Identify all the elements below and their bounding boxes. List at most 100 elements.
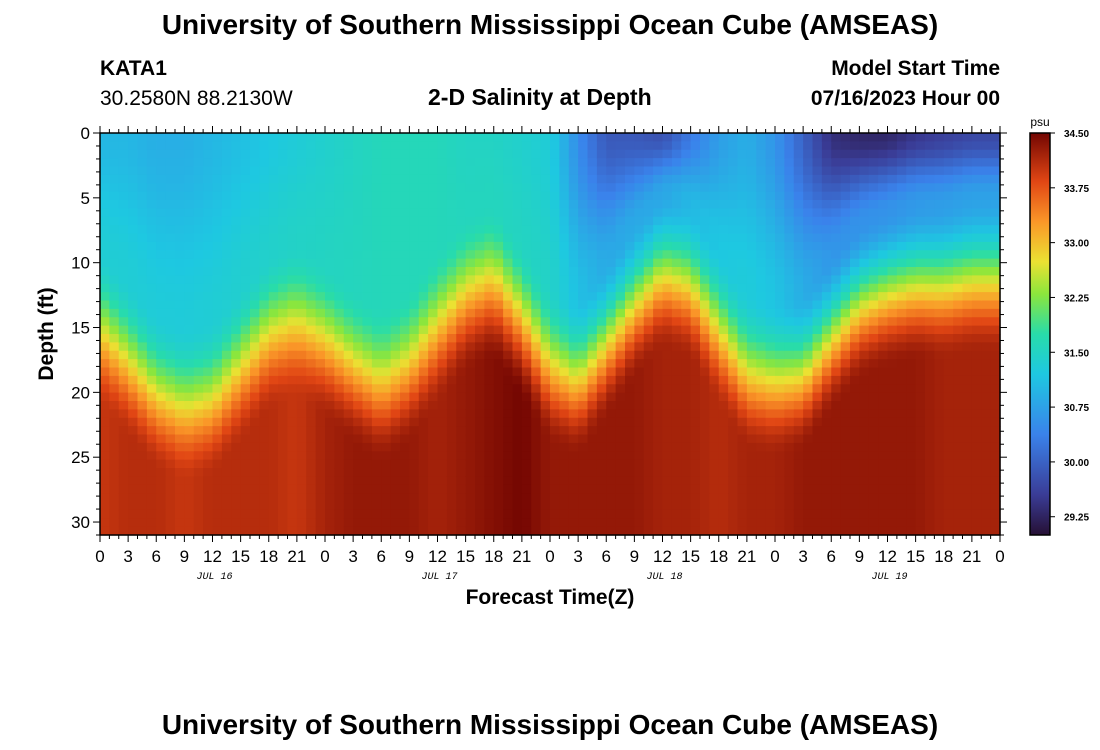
heatmap-cell: [381, 191, 392, 201]
heatmap-cell: [334, 451, 345, 461]
heatmap-cell: [371, 493, 382, 503]
heatmap-cell: [662, 434, 673, 444]
heatmap-cell: [821, 367, 832, 377]
heatmap-cell: [596, 442, 607, 452]
heatmap-cell: [128, 191, 139, 201]
heatmap-cell: [831, 308, 842, 318]
heatmap-cell: [503, 426, 514, 436]
heatmap-cell: [296, 308, 307, 318]
heatmap-cell: [934, 174, 945, 184]
heatmap-cell: [456, 191, 467, 201]
heatmap-cell: [493, 350, 504, 360]
heatmap-cell: [437, 200, 448, 209]
heatmap-cell: [371, 225, 382, 235]
heatmap-cell: [521, 166, 532, 176]
heatmap-cell: [278, 275, 289, 285]
heatmap-cell: [840, 233, 851, 243]
heatmap-cell: [690, 384, 701, 394]
heatmap-cell: [653, 468, 664, 477]
heatmap-cell: [878, 183, 889, 193]
heatmap-cell: [400, 451, 410, 461]
heatmap-cell: [746, 384, 757, 394]
heatmap-cell: [578, 451, 589, 461]
heatmap-cell: [165, 225, 176, 235]
heatmap-cell: [156, 183, 167, 193]
heatmap-cell: [221, 149, 232, 159]
heatmap-cell: [896, 518, 907, 528]
heatmap-cell: [362, 191, 373, 201]
heatmap-cell: [775, 174, 785, 184]
heatmap-cell: [831, 359, 842, 369]
heatmap-cell: [409, 526, 420, 536]
heatmap-cell: [868, 375, 879, 385]
heatmap-cell: [268, 350, 279, 360]
heatmap-cell: [118, 459, 129, 469]
heatmap-cell: [221, 141, 232, 151]
heatmap-cell: [512, 468, 523, 477]
heatmap-cell: [353, 258, 364, 268]
heatmap-cell: [418, 367, 429, 377]
heatmap-cell: [840, 426, 851, 436]
heatmap-cell: [259, 509, 270, 519]
heatmap-cell: [896, 317, 907, 327]
heatmap-cell: [306, 526, 317, 536]
heatmap-cell: [306, 208, 317, 218]
heatmap-cell: [325, 158, 335, 168]
heatmap-cell: [428, 359, 439, 369]
heatmap-cell: [306, 141, 317, 151]
heatmap-cell: [306, 233, 317, 243]
heatmap-cell: [203, 484, 214, 494]
heatmap-cell: [306, 133, 317, 142]
heatmap-cell: [962, 141, 973, 151]
heatmap-cell: [953, 442, 964, 452]
heatmap-cell: [296, 392, 307, 402]
heatmap-cell: [634, 250, 645, 260]
heatmap-cell: [156, 149, 167, 159]
heatmap-cell: [278, 426, 289, 436]
heatmap-cell: [700, 225, 710, 235]
heatmap-cell: [587, 468, 598, 477]
heatmap-cell: [203, 166, 214, 176]
heatmap-cell: [221, 451, 232, 461]
heatmap-cell: [728, 133, 739, 142]
heatmap-cell: [756, 166, 767, 176]
heatmap-cell: [925, 509, 935, 519]
heatmap-cell: [240, 191, 251, 201]
heatmap-cell: [221, 442, 232, 452]
heatmap-cell: [953, 166, 964, 176]
chart-subtitle: 2-D Salinity at Depth: [428, 84, 652, 110]
heatmap-cell: [550, 267, 560, 276]
heatmap-cell: [775, 200, 785, 209]
heatmap-cell: [943, 233, 954, 243]
heatmap-cell: [671, 283, 682, 293]
heatmap-cell: [690, 426, 701, 436]
heatmap-cell: [559, 392, 570, 402]
heatmap-cell: [109, 468, 120, 477]
heatmap-cell: [240, 258, 251, 268]
heatmap-cell: [634, 367, 645, 377]
heatmap-cell: [962, 149, 973, 159]
heatmap-cell: [221, 174, 232, 184]
heatmap-cell: [334, 509, 345, 519]
heatmap-cell: [615, 484, 626, 494]
heatmap-cell: [484, 359, 495, 369]
heatmap-cell: [221, 501, 232, 511]
heatmap-cell: [718, 258, 729, 268]
heatmap-cell: [653, 233, 664, 243]
heatmap-cell: [100, 258, 110, 268]
heatmap-cell: [259, 442, 270, 452]
heatmap-cell: [756, 350, 767, 360]
heatmap-cell: [550, 417, 560, 427]
x-tick-label: 0: [545, 547, 554, 566]
heatmap-cell: [325, 484, 335, 494]
heatmap-cell: [943, 451, 954, 461]
heatmap-cell: [156, 275, 167, 285]
heatmap-cell: [493, 342, 504, 352]
heatmap-cell: [418, 233, 429, 243]
heatmap-cell: [709, 166, 720, 176]
heatmap-cell: [221, 158, 232, 168]
heatmap-cell: [746, 476, 757, 486]
heatmap-cell: [231, 434, 242, 444]
heatmap-cell: [512, 434, 523, 444]
heatmap-cell: [906, 493, 917, 503]
